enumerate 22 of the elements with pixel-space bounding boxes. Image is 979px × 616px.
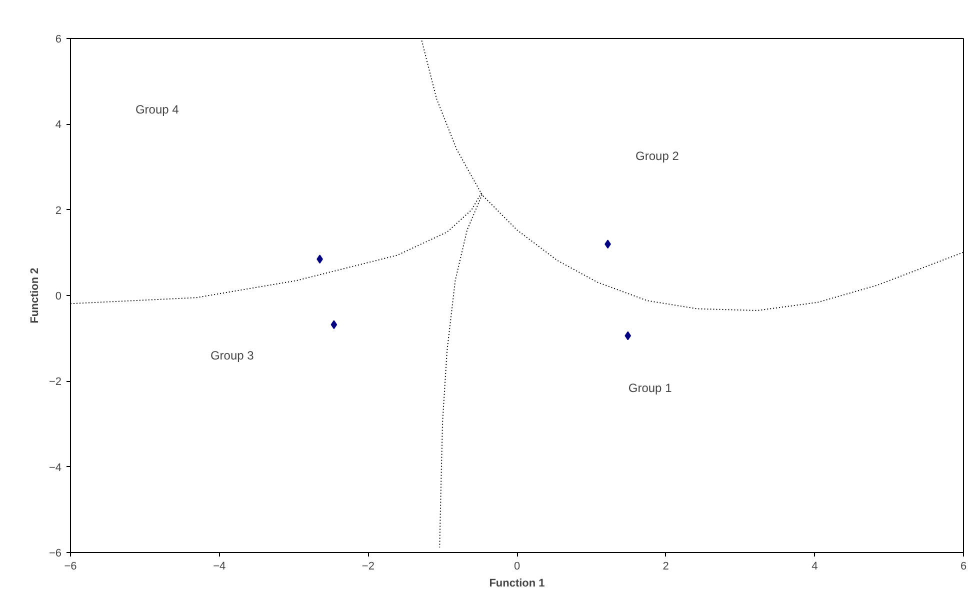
x-tick-label: 2 [662, 560, 669, 572]
y-tick-label: −6 [48, 548, 62, 560]
x-tick-label: 6 [960, 560, 967, 572]
point [330, 320, 338, 330]
x-tick-label: 4 [812, 560, 818, 572]
annotation: Group 3 [210, 348, 254, 363]
x-tick-label: 0 [514, 560, 520, 572]
annotation: Group 2 [636, 149, 680, 164]
y-axis-title: Function 2 [28, 268, 41, 324]
y-tick-label: 0 [55, 290, 62, 302]
x-tick-label: −4 [213, 560, 226, 572]
x-tick-label: −6 [64, 560, 77, 572]
y-tick-label: 2 [55, 204, 62, 217]
annotation: Group 1 [628, 381, 672, 396]
x-axis-title: Function 1 [489, 578, 545, 590]
y-tick-label: 4 [55, 119, 62, 132]
y-tick-label: 6 [55, 34, 62, 46]
y-tick-label: −2 [48, 376, 62, 388]
y-tick-label: −4 [48, 462, 62, 474]
point [624, 331, 632, 340]
x-tick-label: −2 [362, 560, 374, 572]
annotation: Group 4 [135, 102, 180, 116]
